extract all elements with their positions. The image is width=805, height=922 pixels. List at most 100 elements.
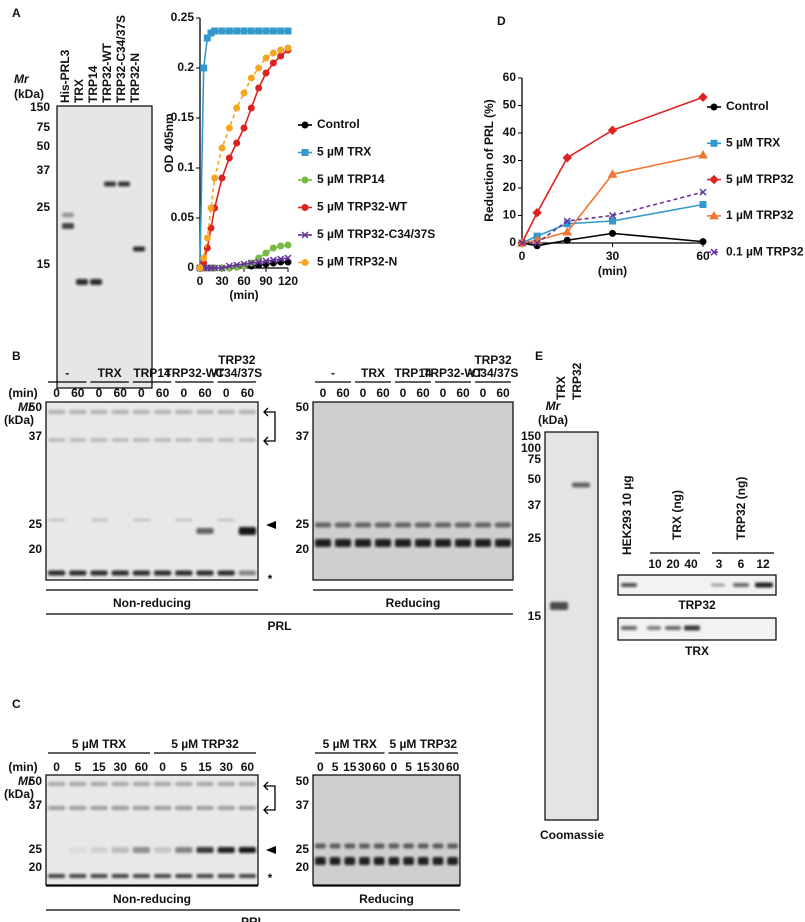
point <box>262 69 270 77</box>
kda-label: (kDa) <box>14 87 44 101</box>
band <box>133 246 145 252</box>
panel-letter: E <box>535 349 543 363</box>
mr-label: Mr <box>14 72 30 86</box>
marker-label: 100 <box>521 441 541 455</box>
band-mark: * <box>268 871 273 885</box>
band <box>217 570 235 576</box>
point <box>240 27 248 35</box>
point <box>218 264 226 272</box>
condition-label: - <box>65 366 69 380</box>
point <box>609 217 616 225</box>
point <box>218 144 226 152</box>
band <box>69 782 87 786</box>
condition-label: TRP14 <box>394 366 432 380</box>
point <box>225 124 233 132</box>
point <box>225 262 233 270</box>
x-axis-title: (min) <box>598 264 627 278</box>
legend-label: Control <box>317 117 360 131</box>
point <box>262 27 270 35</box>
time-value: 0 <box>223 386 230 400</box>
band <box>132 570 150 576</box>
condition-label: TRP32 <box>474 353 512 367</box>
series-line <box>199 47 289 269</box>
y-tick-label: 20 <box>503 180 517 194</box>
point <box>532 208 542 218</box>
time-value: 60 <box>496 386 510 400</box>
legend-label: 5 µM TRP32 <box>726 172 794 186</box>
band <box>196 570 214 576</box>
bracket-arrow <box>263 407 276 446</box>
legend-label: 5 µM TRX <box>726 135 780 149</box>
time-value: 60 <box>114 386 128 400</box>
band <box>355 539 371 547</box>
point <box>240 89 248 97</box>
marker-label: 25 <box>528 531 542 545</box>
point <box>277 242 285 250</box>
band <box>375 539 391 547</box>
band <box>132 874 150 878</box>
band <box>111 410 129 414</box>
condition-label: -C34/37S <box>211 366 262 380</box>
band <box>132 518 150 522</box>
band <box>175 410 193 414</box>
point <box>196 264 204 272</box>
band <box>403 843 414 849</box>
time-value: 60 <box>416 386 430 400</box>
y-tick-label: 60 <box>503 70 517 84</box>
mr-label: Mr <box>18 400 34 414</box>
band <box>388 843 400 849</box>
point <box>233 261 241 269</box>
band <box>217 410 235 414</box>
lane-label: TRP14 <box>86 65 100 103</box>
band-mark: * <box>268 572 273 586</box>
condition-label: 5 µM TRP32 <box>171 737 239 751</box>
band <box>175 518 193 522</box>
point <box>240 124 248 132</box>
point <box>699 201 707 208</box>
group-label: TRP32 (ng) <box>734 477 748 540</box>
point <box>255 258 263 266</box>
legend-label: 1 µM TRP32 <box>726 208 794 222</box>
lane-label: TRP32-WT <box>100 42 114 103</box>
marker-label: 37 <box>29 798 43 812</box>
sample-label: HEK293 10 µg <box>620 475 634 555</box>
panel-letter: D <box>497 14 506 28</box>
band <box>196 806 214 810</box>
band <box>76 279 88 285</box>
point <box>255 27 263 35</box>
band <box>455 522 471 528</box>
point <box>211 264 219 272</box>
time-value: 60 <box>241 760 255 774</box>
band <box>90 570 108 576</box>
band <box>69 806 87 810</box>
band <box>48 806 66 810</box>
marker-label: 25 <box>29 517 43 531</box>
time-value: 60 <box>241 386 255 400</box>
band <box>69 410 87 414</box>
band <box>447 857 458 865</box>
band <box>495 522 511 528</box>
band <box>375 522 391 528</box>
band <box>711 583 725 587</box>
point <box>562 153 572 163</box>
y-tick-label: 0.05 <box>171 210 195 224</box>
mr-label: Mr <box>18 774 34 788</box>
time-value: 30 <box>114 760 128 774</box>
band <box>90 874 108 878</box>
kda-label: (kDa) <box>4 787 34 801</box>
point <box>699 188 707 196</box>
y-tick-label: 0.2 <box>177 60 194 74</box>
mr-label: Mr <box>546 399 562 413</box>
band <box>132 847 150 853</box>
marker-label: 50 <box>29 774 43 788</box>
caption: Coomassie <box>540 828 604 842</box>
amount-label: 10 <box>648 557 662 571</box>
y-tick-label: 0.1 <box>177 160 194 174</box>
time-value: 30 <box>220 760 234 774</box>
marker-label: 20 <box>29 860 43 874</box>
band <box>62 223 74 229</box>
time-value: 0 <box>440 386 447 400</box>
legend-label: Control <box>726 99 769 113</box>
band <box>118 181 130 187</box>
band <box>196 528 214 534</box>
